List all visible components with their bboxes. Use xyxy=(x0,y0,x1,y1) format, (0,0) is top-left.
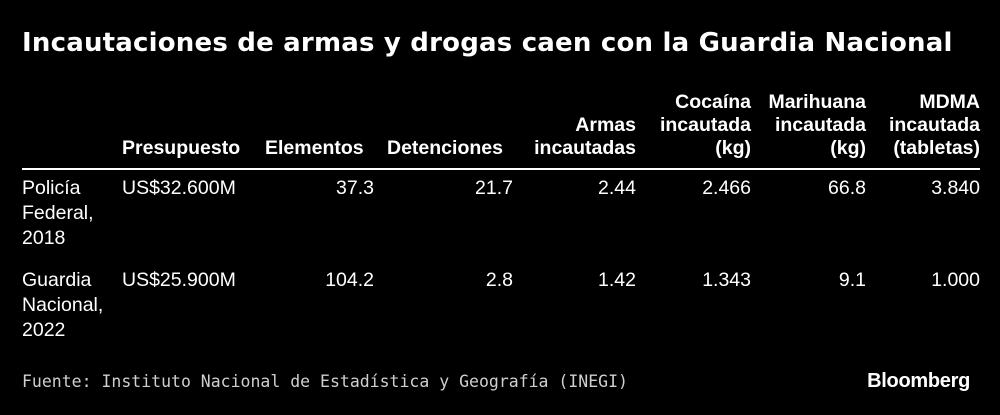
header-detenciones: Detenciones xyxy=(387,137,503,159)
cell-mdma: 1.000 xyxy=(931,269,980,291)
cell-detenciones: 2.8 xyxy=(485,269,513,291)
cell-armas: 2.44 xyxy=(598,177,636,199)
header-marihuana: Marihuana incautada (kg) xyxy=(768,91,866,159)
header-cocaina: Cocaína incautada (kg) xyxy=(659,91,751,159)
data-table: Presupuesto Elementos Detenciones Armas … xyxy=(22,82,980,341)
header-armas: Armas incautadas xyxy=(534,114,636,159)
cell-armas: 1.42 xyxy=(598,269,636,291)
table-header-row: Presupuesto Elementos Detenciones Armas … xyxy=(22,82,980,162)
cell-detenciones: 21.7 xyxy=(475,177,513,199)
header-mdma: MDMA incautada (tabletas) xyxy=(888,91,980,159)
cell-cocaina: 1.343 xyxy=(702,269,751,291)
chart-title: Incautaciones de armas y drogas caen con… xyxy=(22,28,953,58)
row-label: Guardia Nacional, 2022 xyxy=(22,269,104,341)
cell-presupuesto: US$32.600M xyxy=(122,177,236,199)
header-elementos: Elementos xyxy=(265,137,364,159)
cell-marihuana: 9.1 xyxy=(838,269,866,291)
cell-elementos: 104.2 xyxy=(325,269,374,291)
cell-mdma: 3.840 xyxy=(931,177,980,199)
header-presupuesto: Presupuesto xyxy=(122,137,241,159)
bloomberg-logo: Bloomberg xyxy=(867,370,970,392)
cell-cocaina: 2.466 xyxy=(702,177,751,199)
cell-marihuana: 66.8 xyxy=(828,177,866,199)
cell-presupuesto: US$25.900M xyxy=(122,269,236,291)
cell-elementos: 37.3 xyxy=(336,177,374,199)
header-divider xyxy=(22,168,980,170)
source-note: Fuente: Instituto Nacional de Estadístic… xyxy=(22,372,628,391)
row-label: Policía Federal, 2018 xyxy=(22,177,94,249)
